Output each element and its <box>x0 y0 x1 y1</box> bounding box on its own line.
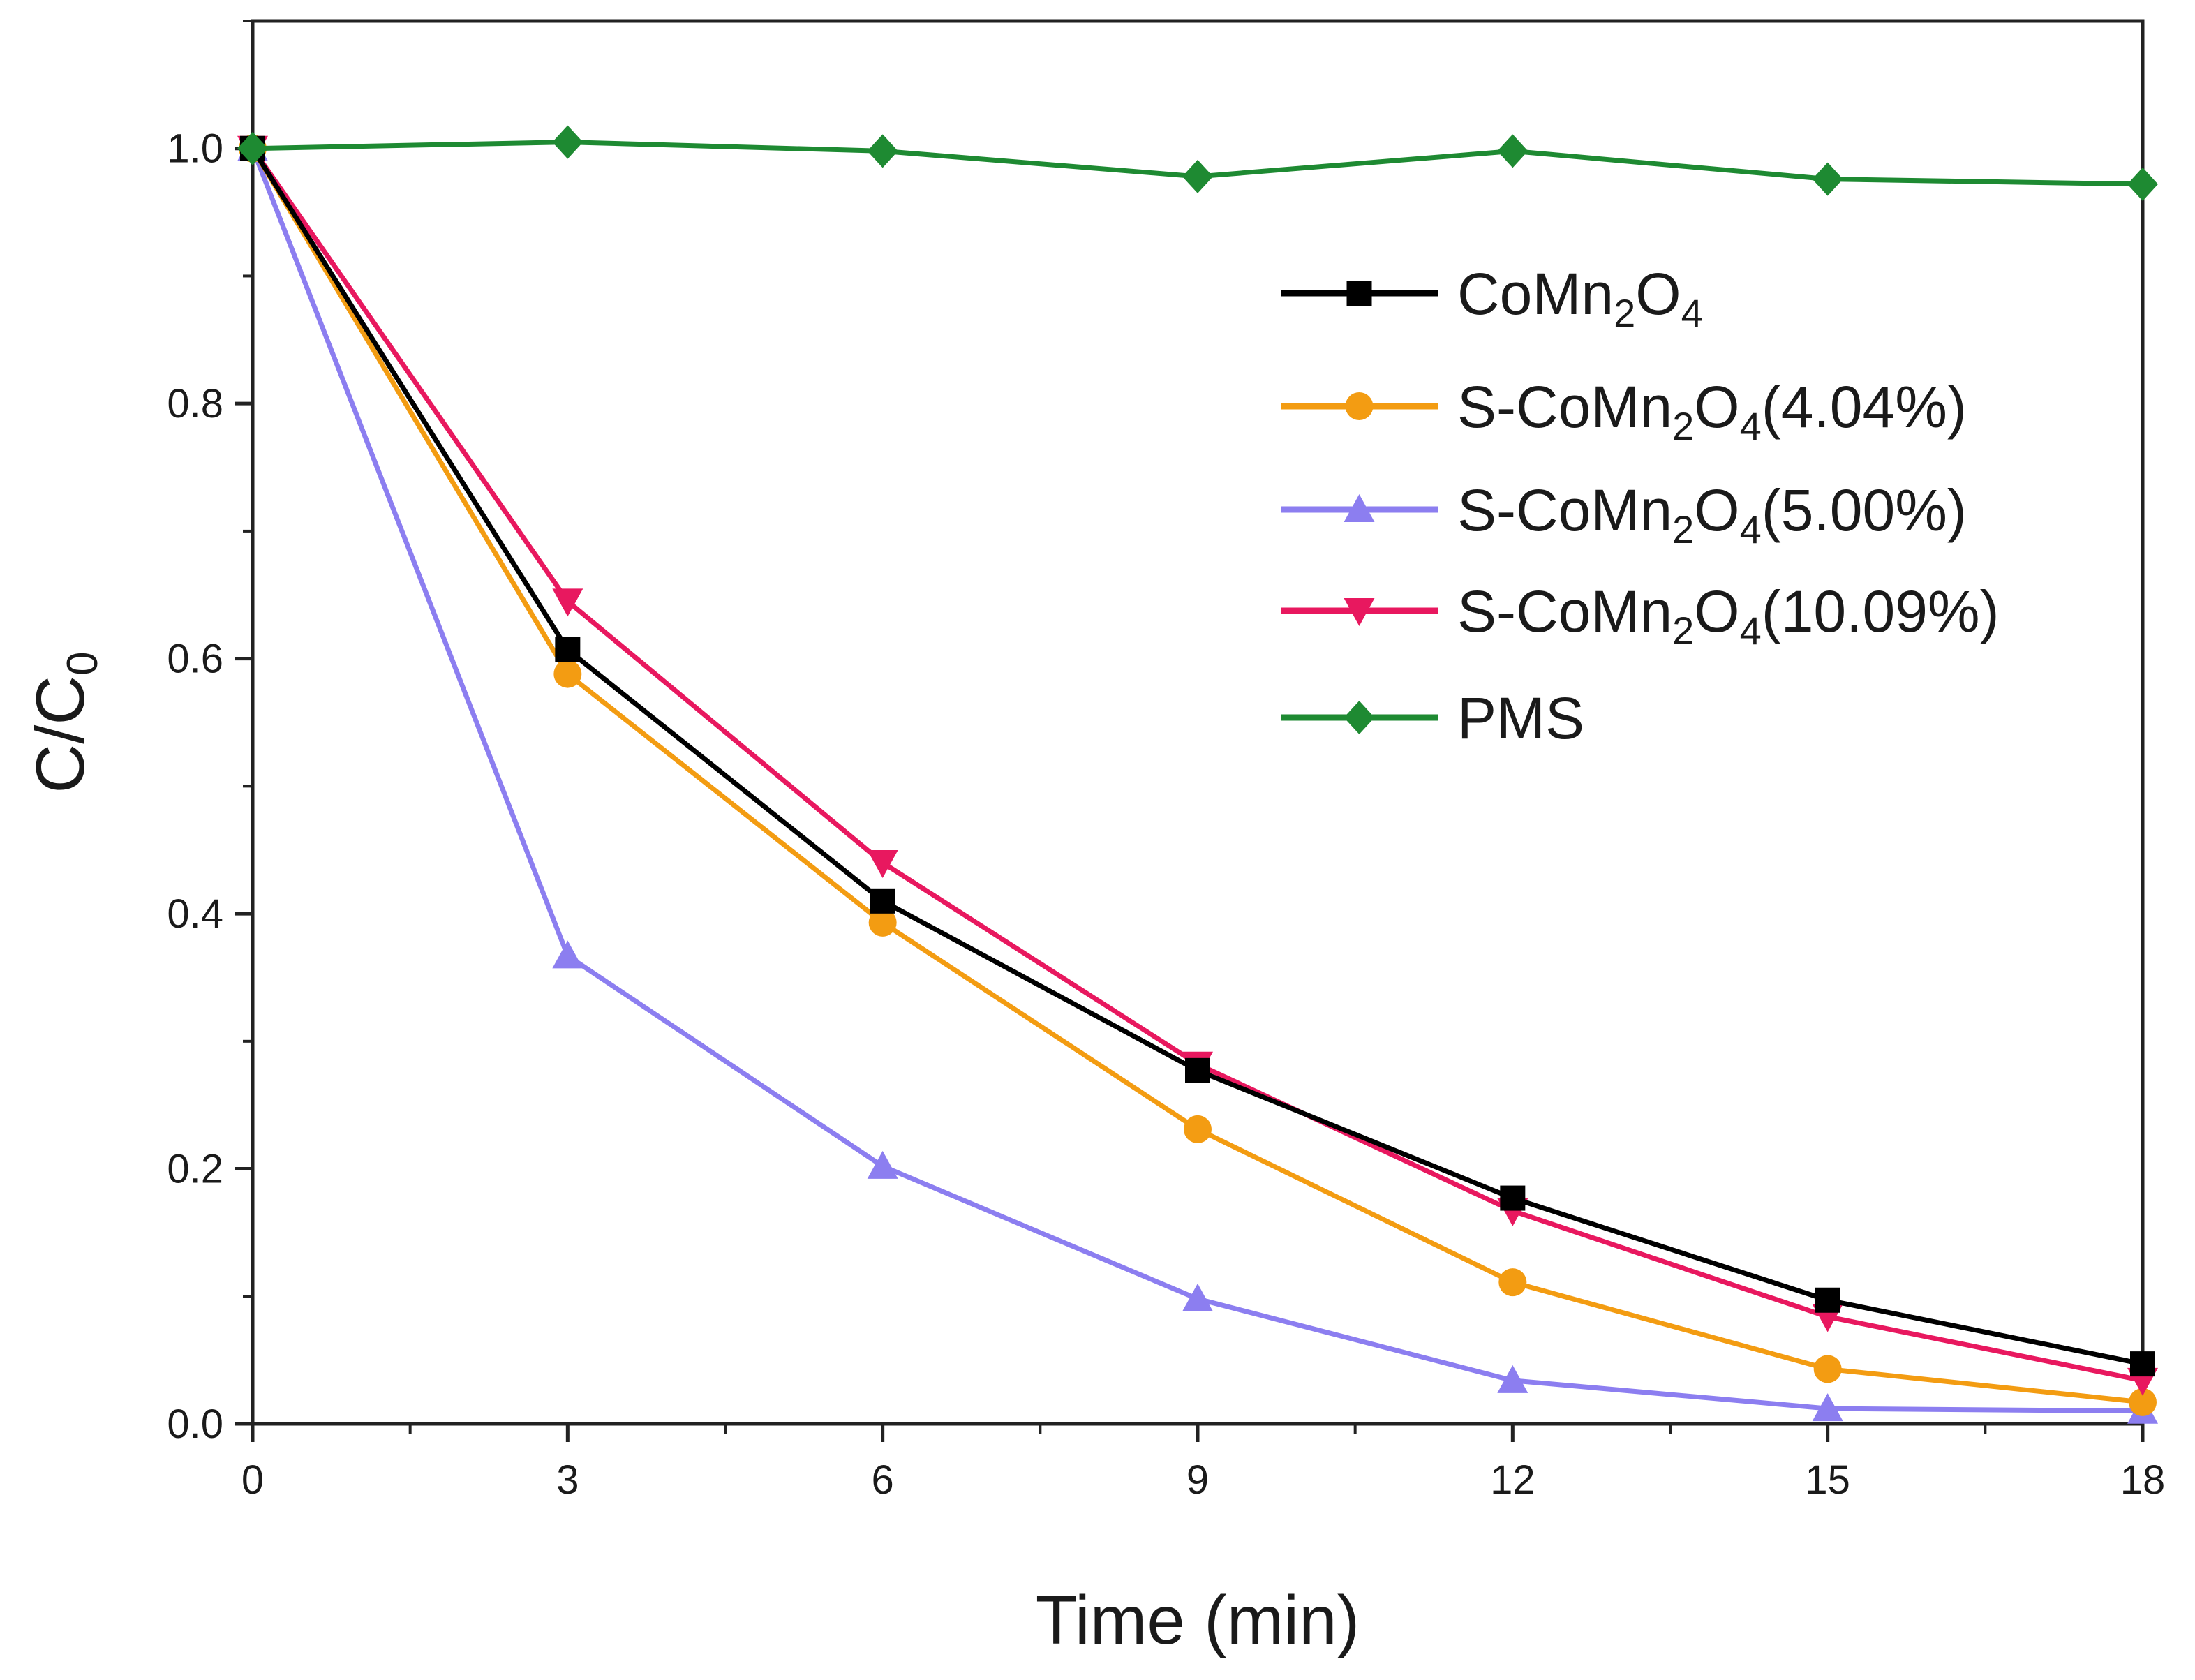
data-point <box>868 908 897 937</box>
y-tick-label: 1.0 <box>167 126 223 172</box>
y-tick-label: 0.4 <box>167 891 223 937</box>
data-point <box>1812 1393 1843 1422</box>
data-point <box>552 940 583 969</box>
legend-label: S-CoMn2O4(5.00%) <box>1457 477 1967 551</box>
x-axis-title: Time (min) <box>1036 1582 1360 1658</box>
x-tick-label: 18 <box>2120 1457 2166 1503</box>
data-point <box>1497 1365 1528 1393</box>
data-point <box>1185 1057 1210 1083</box>
data-point <box>867 850 898 878</box>
data-point <box>1184 1115 1212 1143</box>
legend-label: PMS <box>1457 685 1584 751</box>
y-tick-label: 0.8 <box>167 381 223 426</box>
data-point <box>1498 1268 1527 1297</box>
y-tick-label: 0.6 <box>167 637 223 682</box>
x-tick-label: 12 <box>1490 1457 1535 1503</box>
data-point <box>555 637 581 662</box>
x-tick-label: 0 <box>241 1457 264 1503</box>
y-tick-label: 0.2 <box>167 1147 223 1192</box>
legend-marker <box>1344 598 1375 626</box>
x-tick-label: 3 <box>556 1457 579 1503</box>
data-point <box>552 588 583 617</box>
x-tick-label: 6 <box>872 1457 894 1503</box>
data-point <box>553 660 582 688</box>
legend-marker <box>1346 281 1372 306</box>
data-point <box>1497 134 1528 168</box>
data-point <box>870 888 895 914</box>
data-point <box>1500 1185 1526 1211</box>
legend-marker <box>1345 392 1374 420</box>
data-point <box>1815 1287 1840 1313</box>
data-point <box>1812 162 1843 196</box>
x-tick-label: 15 <box>1805 1457 1850 1503</box>
data-point <box>1182 1283 1213 1311</box>
data-point <box>2129 1388 2157 1416</box>
legend-label: S-CoMn2O4(10.09%) <box>1457 579 2000 653</box>
y-axis-title: C/C0 <box>22 651 107 793</box>
legend-marker <box>1344 701 1375 734</box>
y-tick-label: 0.0 <box>167 1402 223 1447</box>
x-tick-label: 9 <box>1186 1457 1209 1503</box>
data-point <box>552 125 583 159</box>
legend-marker <box>1344 494 1375 522</box>
data-point <box>867 134 898 168</box>
data-point <box>1813 1355 1842 1383</box>
legend-label: CoMn2O4 <box>1457 261 1703 335</box>
legend-label: S-CoMn2O4(4.04%) <box>1457 374 1967 448</box>
data-point <box>237 131 268 165</box>
data-point <box>1182 159 1213 193</box>
data-point <box>2130 1351 2155 1377</box>
data-point <box>867 1150 898 1179</box>
data-point <box>2127 167 2158 201</box>
